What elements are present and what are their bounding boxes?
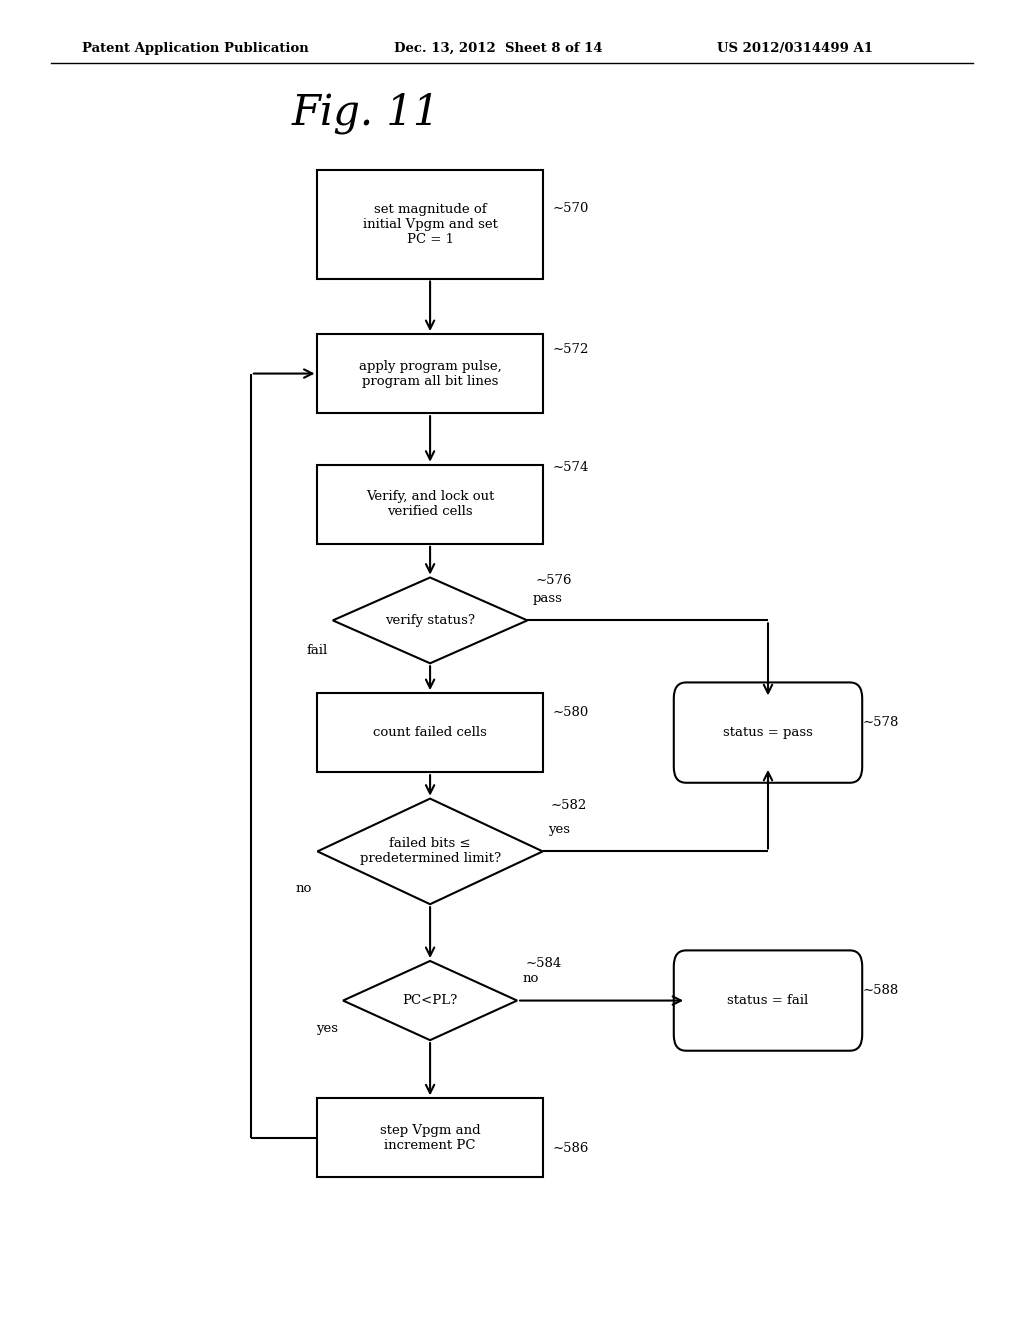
FancyBboxPatch shape [674,682,862,783]
Text: yes: yes [548,822,569,836]
FancyBboxPatch shape [317,693,543,772]
Text: status = pass: status = pass [723,726,813,739]
Text: no: no [296,882,312,895]
Text: ∼578: ∼578 [862,715,899,729]
Text: step Vpgm and
increment PC: step Vpgm and increment PC [380,1123,480,1152]
Text: PC<PL?: PC<PL? [402,994,458,1007]
Text: failed bits ≤
predetermined limit?: failed bits ≤ predetermined limit? [359,837,501,866]
Text: verify status?: verify status? [385,614,475,627]
FancyBboxPatch shape [674,950,862,1051]
Text: ∼584: ∼584 [525,957,561,970]
Polygon shape [343,961,517,1040]
Text: ∼586: ∼586 [553,1142,590,1155]
FancyBboxPatch shape [317,334,543,413]
Polygon shape [317,799,543,904]
Text: ∼582: ∼582 [551,799,587,812]
Polygon shape [333,578,527,663]
Text: yes: yes [316,1022,338,1035]
Text: ∼570: ∼570 [553,202,590,215]
Text: ∼588: ∼588 [862,983,898,997]
Text: Fig. 11: Fig. 11 [292,92,440,135]
FancyBboxPatch shape [317,1098,543,1177]
Text: ∼572: ∼572 [553,343,590,356]
Text: Patent Application Publication: Patent Application Publication [82,42,308,55]
Text: set magnitude of
initial Vpgm and set
PC = 1: set magnitude of initial Vpgm and set PC… [362,203,498,246]
FancyBboxPatch shape [317,465,543,544]
FancyBboxPatch shape [317,170,543,279]
Text: ∼580: ∼580 [553,706,589,719]
Text: no: no [522,972,539,985]
Text: Verify, and lock out
verified cells: Verify, and lock out verified cells [366,490,495,519]
Text: ∼574: ∼574 [553,461,590,474]
Text: status = fail: status = fail [727,994,809,1007]
Text: apply program pulse,
program all bit lines: apply program pulse, program all bit lin… [358,359,502,388]
Text: fail: fail [306,644,328,657]
Text: Dec. 13, 2012  Sheet 8 of 14: Dec. 13, 2012 Sheet 8 of 14 [394,42,603,55]
Text: US 2012/0314499 A1: US 2012/0314499 A1 [717,42,872,55]
Text: pass: pass [532,591,562,605]
Text: ∼576: ∼576 [536,574,572,587]
Text: count failed cells: count failed cells [373,726,487,739]
